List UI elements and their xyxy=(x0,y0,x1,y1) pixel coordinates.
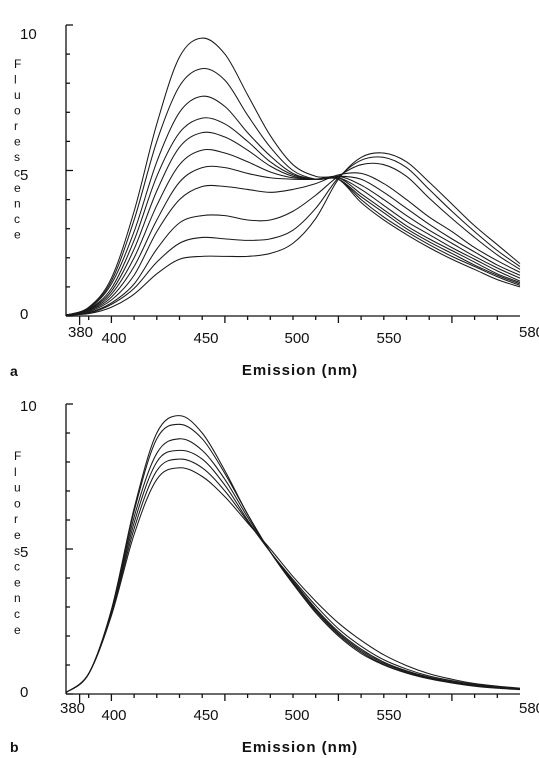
series-line-1 xyxy=(65,37,521,316)
panel-a-x-tick-label: 500 xyxy=(284,330,309,347)
series-line-7 xyxy=(65,165,521,316)
panel-b-x-tick-label: 580 xyxy=(519,700,539,717)
series-line-4 xyxy=(65,117,521,316)
panel-b-x-tick-label: 550 xyxy=(376,707,401,724)
panel-a-x-tick-label: 400 xyxy=(101,330,126,347)
panel-b-x-axis-title: Emission (nm) xyxy=(242,739,358,756)
panel-a-x-tick-label: 450 xyxy=(193,330,218,347)
panel-a-x-tick-label: 380 xyxy=(68,324,93,341)
series-line-2 xyxy=(65,423,521,693)
panel-a-series-group xyxy=(65,37,521,316)
panel-a-y-tick-label: 5 xyxy=(20,167,28,184)
series-line-10 xyxy=(65,156,521,316)
series-line-3 xyxy=(65,95,521,316)
series-line-5 xyxy=(65,131,521,316)
series-line-1 xyxy=(65,415,521,693)
panel-b-y-tick-label: 0 xyxy=(20,684,28,701)
panel-b-y-tick-label: 10 xyxy=(20,398,37,415)
series-line-5 xyxy=(65,458,521,693)
panel-b-x-tick-label: 380 xyxy=(60,700,85,717)
series-line-3 xyxy=(65,438,521,693)
panel-b-axes xyxy=(65,403,520,703)
panel-a-y-tick-label: 0 xyxy=(20,306,28,323)
panel-b-y-tick-label: 5 xyxy=(20,544,28,561)
series-line-11 xyxy=(65,152,521,316)
panel-a-axes xyxy=(65,24,520,325)
panel-a-x-tick-label: 580 xyxy=(519,324,539,341)
panel-b-label: b xyxy=(10,739,19,755)
panel-b-x-tick-label: 400 xyxy=(101,707,126,724)
series-line-8 xyxy=(65,172,521,316)
panel-a-label: a xyxy=(10,363,18,379)
series-line-6 xyxy=(65,148,521,316)
panel-b-series-group xyxy=(65,415,521,693)
panel-a-y-tick-label: 10 xyxy=(20,26,37,43)
panel-b-x-tick-label: 450 xyxy=(193,707,218,724)
series-line-9 xyxy=(65,162,521,316)
series-line-4 xyxy=(65,449,521,693)
panel-a-x-axis-title: Emission (nm) xyxy=(242,362,358,379)
series-line-2 xyxy=(65,68,521,316)
panel-b-x-tick-label: 500 xyxy=(284,707,309,724)
panel-a-x-tick-label: 550 xyxy=(376,330,401,347)
series-line-6 xyxy=(65,467,521,693)
